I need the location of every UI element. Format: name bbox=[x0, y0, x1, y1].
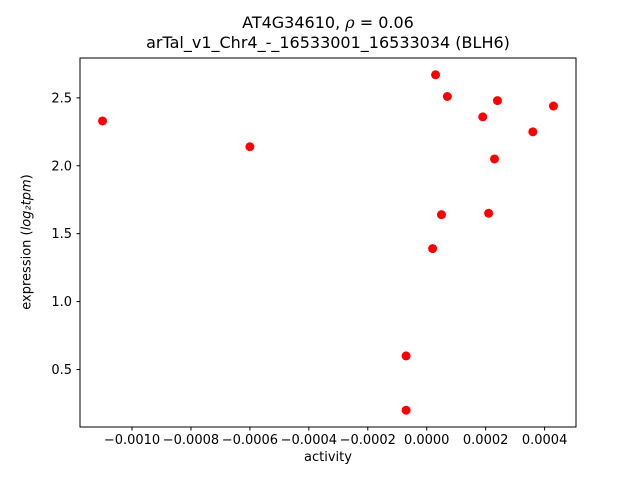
y-tick-label: 2.5 bbox=[51, 91, 72, 106]
data-point bbox=[436, 210, 446, 220]
data-point bbox=[528, 127, 538, 137]
rho-value-text: = 0.06 bbox=[354, 13, 414, 32]
rho-symbol: ρ bbox=[345, 13, 355, 32]
x-tick-label: −0.0008 bbox=[163, 433, 219, 448]
x-tick-label: 0.0000 bbox=[404, 433, 450, 448]
chart-title-line1: AT4G34610, ρ = 0.06 bbox=[80, 13, 576, 33]
data-point bbox=[548, 101, 558, 111]
data-point bbox=[492, 96, 502, 106]
y-axis-label: expression (log₂tpm) bbox=[20, 174, 35, 309]
x-tick-label: −0.0002 bbox=[340, 433, 396, 448]
data-point bbox=[484, 208, 494, 218]
y-tick-label: 2.0 bbox=[51, 159, 72, 174]
x-tick-label: 0.0004 bbox=[522, 433, 568, 448]
x-axis-label: activity bbox=[304, 450, 352, 465]
x-tick-label: −0.0010 bbox=[104, 433, 160, 448]
x-tick-label: −0.0004 bbox=[281, 433, 337, 448]
chart-title: AT4G34610, ρ = 0.06 arTal_v1_Chr4_-_1653… bbox=[80, 13, 576, 53]
y-tick-label: 0.5 bbox=[51, 363, 72, 378]
y-tick-label: 1.0 bbox=[51, 295, 72, 310]
data-point bbox=[428, 244, 438, 254]
data-point bbox=[431, 70, 441, 80]
gene-id-text: AT4G34610, bbox=[242, 13, 346, 32]
x-tick-label: −0.0006 bbox=[222, 433, 278, 448]
data-point bbox=[478, 112, 488, 122]
data-point bbox=[401, 351, 411, 361]
plot-frame bbox=[79, 57, 577, 428]
data-point bbox=[98, 116, 108, 126]
data-point bbox=[245, 142, 255, 152]
y-axis-label-math: log₂tpm bbox=[19, 179, 35, 231]
x-tick-label: 0.0002 bbox=[463, 433, 509, 448]
y-axis-label-suffix: ) bbox=[19, 174, 35, 180]
y-axis-label-prefix: expression ( bbox=[19, 230, 35, 310]
y-tick-label: 1.5 bbox=[51, 227, 72, 242]
data-point bbox=[401, 405, 411, 415]
data-point bbox=[442, 92, 452, 102]
chart-title-line2: arTal_v1_Chr4_-_16533001_16533034 (BLH6) bbox=[146, 33, 510, 52]
data-point bbox=[490, 154, 500, 164]
